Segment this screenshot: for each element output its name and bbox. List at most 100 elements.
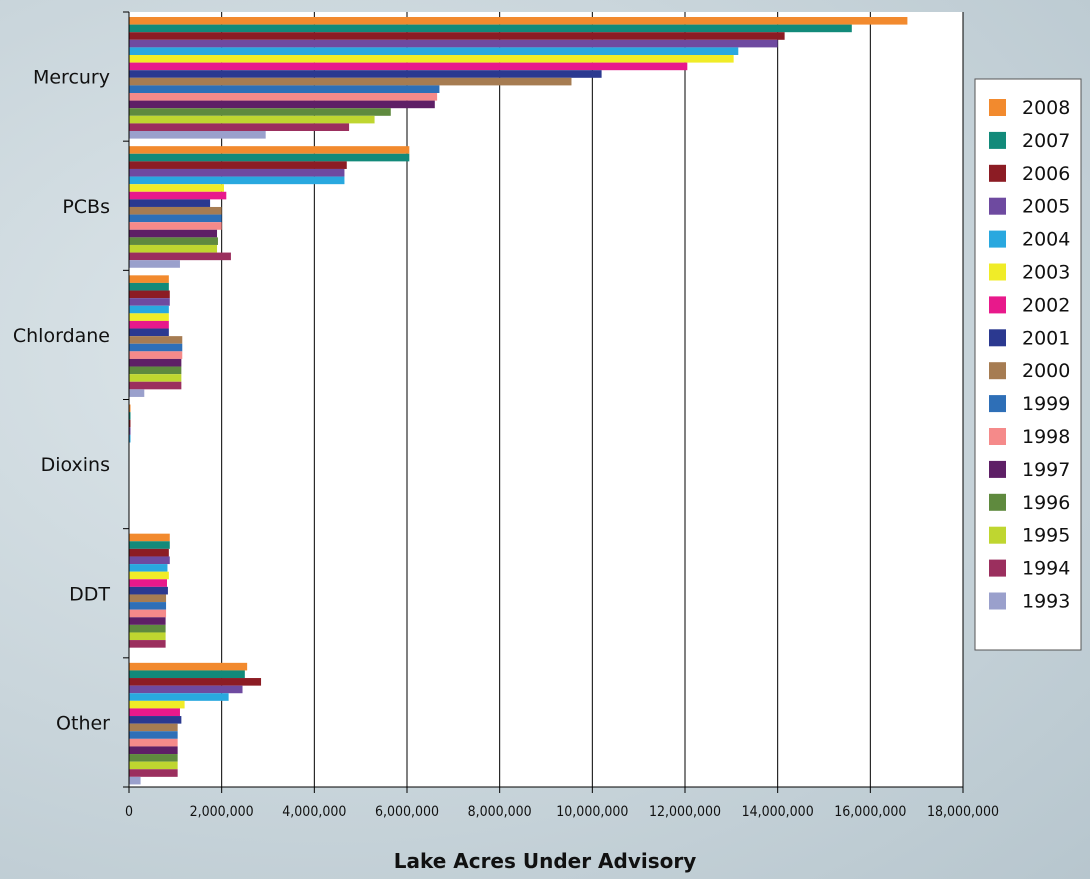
category-label: DDT <box>69 583 110 605</box>
bar-chlordane-1994 <box>129 381 182 390</box>
bar-other-1999 <box>129 731 178 739</box>
bar-pcbs-2006 <box>129 161 347 169</box>
legend-swatch <box>989 131 1006 149</box>
bar-chlordane-2002 <box>129 320 169 329</box>
legend-entry: 2000 <box>1022 360 1070 382</box>
bar-mercury-1995 <box>129 115 375 124</box>
legend-entry: 1996 <box>1022 492 1070 514</box>
bar-mercury-1999 <box>129 85 440 93</box>
x-tick-label: 18,000,000 <box>927 804 999 820</box>
bar-chlordane-2008 <box>129 275 169 283</box>
bar-pcbs-1999 <box>129 214 222 223</box>
bar-dioxins-2006 <box>129 419 131 428</box>
bar-other-2005 <box>129 685 243 694</box>
category-label: PCBs <box>62 196 110 218</box>
bar-pcbs-2002 <box>129 191 227 200</box>
legend-swatch <box>989 296 1006 314</box>
bar-pcbs-2000 <box>129 206 222 215</box>
legend-entry: 2007 <box>1022 130 1070 152</box>
bar-mercury-1994 <box>129 123 350 131</box>
x-tick-label: 12,000,000 <box>649 804 721 820</box>
legend-swatch <box>989 263 1006 281</box>
bar-mercury-2002 <box>129 62 688 71</box>
bar-pcbs-2004 <box>129 176 345 185</box>
bar-dioxins-2004 <box>129 434 131 443</box>
legend-entry: 1998 <box>1022 426 1070 448</box>
legend-swatch <box>989 395 1006 413</box>
bar-ddt-2004 <box>129 564 168 572</box>
bar-ddt-1998 <box>129 609 167 618</box>
legend-entry: 2006 <box>1022 163 1070 185</box>
bar-chlordane-2004 <box>129 305 169 314</box>
bar-chlordane-2007 <box>129 282 169 291</box>
bar-ddt-2006 <box>129 548 169 557</box>
legend-swatch <box>989 592 1006 610</box>
x-tick-label: 14,000,000 <box>742 804 814 820</box>
bar-ddt-2003 <box>129 571 169 580</box>
x-tick-label: 4,000,000 <box>282 804 346 820</box>
x-tick-label: 10,000,000 <box>556 804 628 820</box>
bar-ddt-2002 <box>129 579 167 587</box>
bar-other-2002 <box>129 708 180 717</box>
bar-other-1998 <box>129 738 178 747</box>
bar-other-2006 <box>129 678 262 686</box>
bar-ddt-2008 <box>129 533 170 542</box>
x-tick-label: 6,000,000 <box>375 804 439 820</box>
legend-entry: 2003 <box>1022 262 1070 284</box>
bar-mercury-1997 <box>129 100 435 109</box>
legend-entry: 2001 <box>1022 327 1070 349</box>
bar-mercury-2007 <box>129 24 852 33</box>
category-label: Chlordane <box>13 325 110 347</box>
legend-swatch <box>989 460 1006 478</box>
bar-chlordane-1998 <box>129 351 183 359</box>
bar-pcbs-2001 <box>129 199 211 207</box>
bar-mercury-2000 <box>129 77 572 86</box>
category-label: Dioxins <box>41 454 110 476</box>
bar-chlordane-2006 <box>129 290 170 299</box>
legend-swatch <box>989 197 1006 215</box>
bar-pcbs-1996 <box>129 237 218 245</box>
category-labels: Mercury PCBs Chlordane Dioxins DDT Other <box>13 67 111 735</box>
bar-dioxins-2008 <box>129 404 131 413</box>
bar-other-1996 <box>129 754 178 762</box>
x-tick-label: 8,000,000 <box>468 804 532 820</box>
legend-swatch <box>989 362 1006 380</box>
legend: 2008 2007 2006 2005 2004 2003 2002 2001 2000 1999… <box>974 78 1082 651</box>
bar-other-2004 <box>129 693 229 701</box>
bar-other-1993 <box>129 776 141 785</box>
bar-chlordane-1997 <box>129 358 182 367</box>
legend-entry: 1997 <box>1022 459 1070 481</box>
bar-pcbs-1993 <box>129 260 180 268</box>
legend-swatch <box>989 99 1006 116</box>
bar-ddt-1994 <box>129 640 166 648</box>
bar-other-2000 <box>129 723 178 732</box>
legend-entry: 2005 <box>1022 196 1070 218</box>
bar-other-2003 <box>129 700 185 709</box>
bar-mercury-2008 <box>129 17 908 25</box>
bar-ddt-2005 <box>129 556 170 565</box>
bar-other-1995 <box>129 761 178 770</box>
bar-other-1994 <box>129 769 178 777</box>
legend-entry: 1999 <box>1022 393 1070 415</box>
bar-chlordane-2001 <box>129 328 169 337</box>
bar-chlordane-2000 <box>129 336 183 344</box>
category-label: Mercury <box>33 67 110 89</box>
bar-pcbs-2005 <box>129 168 345 177</box>
bar-ddt-2001 <box>129 586 168 595</box>
bar-pcbs-2003 <box>129 184 224 192</box>
legend-entry: 2002 <box>1022 294 1070 316</box>
bar-dioxins-2007 <box>129 412 131 420</box>
bar-pcbs-1997 <box>129 229 218 238</box>
bar-pcbs-1995 <box>129 244 218 253</box>
bar-mercury-1998 <box>129 93 438 101</box>
bar-mercury-1993 <box>129 131 266 139</box>
bar-pcbs-2008 <box>129 146 410 154</box>
legend-entry: 2008 <box>1022 97 1070 119</box>
legend-swatch <box>989 559 1006 577</box>
bar-mercury-2006 <box>129 32 785 40</box>
bar-chlordane-1999 <box>129 343 183 352</box>
bar-dioxins-2005 <box>129 427 131 435</box>
bar-mercury-2003 <box>129 55 734 63</box>
bar-mercury-2004 <box>129 47 739 55</box>
